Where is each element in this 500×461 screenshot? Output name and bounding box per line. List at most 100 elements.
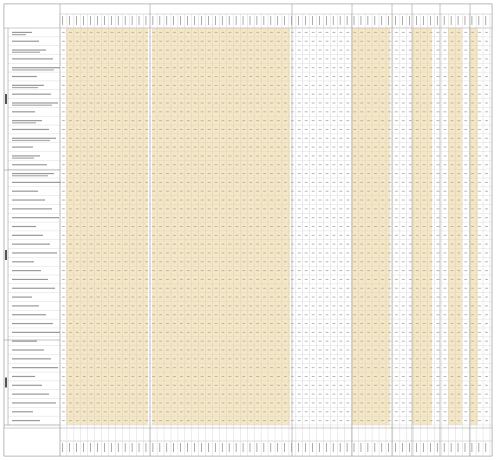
cell-value <box>96 164 100 166</box>
cell-value <box>332 296 336 298</box>
cell-value <box>200 84 204 86</box>
cell-value <box>110 384 114 386</box>
cell-value <box>325 270 329 272</box>
cell-value <box>103 190 107 192</box>
cell-value <box>62 420 65 422</box>
cell-value <box>277 270 280 272</box>
cell-value <box>193 120 197 122</box>
cell-value <box>374 58 377 60</box>
cell-value <box>131 411 135 413</box>
cell-value <box>457 84 461 86</box>
cell-value <box>374 287 377 289</box>
cell-value <box>270 411 273 413</box>
cell-value <box>103 393 107 395</box>
cell-value <box>110 181 114 183</box>
cell-value <box>394 384 398 386</box>
column-header-text <box>173 16 174 25</box>
cell-value <box>145 243 149 245</box>
cell-value <box>360 128 364 130</box>
column-footer-text <box>159 443 161 452</box>
cell-value <box>75 340 79 342</box>
cell-value <box>82 411 86 413</box>
cell-value <box>263 93 266 95</box>
cell-value <box>443 358 447 360</box>
cell-value <box>290 411 294 413</box>
cell-value <box>207 137 211 139</box>
cell-value <box>193 420 197 422</box>
cell-value <box>256 393 260 395</box>
cell-value <box>464 102 468 104</box>
cell-value <box>179 93 183 95</box>
cell-value <box>277 76 280 78</box>
cell-value <box>117 111 121 113</box>
cell-value <box>249 402 253 404</box>
cell-value <box>471 173 475 175</box>
cell-value <box>193 40 197 42</box>
row-label-text <box>12 49 46 51</box>
cell-value <box>478 393 481 395</box>
cell-value <box>360 261 364 263</box>
cell-value <box>124 375 128 377</box>
cell-value <box>478 164 481 166</box>
cell-value <box>381 102 384 104</box>
cell-value <box>360 76 364 78</box>
cell-value <box>367 296 371 298</box>
cell-value <box>464 270 468 272</box>
cell-value <box>117 278 121 280</box>
column-header-text <box>367 16 369 25</box>
cell-value <box>124 340 128 342</box>
cell-value <box>69 349 72 351</box>
cell-value <box>485 155 488 157</box>
cell-value <box>186 243 190 245</box>
cell-value <box>152 137 156 139</box>
cell-value <box>117 208 121 210</box>
cell-value <box>478 340 481 342</box>
cell-value <box>290 349 294 351</box>
cell-value <box>124 84 128 86</box>
cell-value <box>242 358 246 360</box>
cell-value <box>179 155 183 157</box>
cell-value <box>381 40 384 42</box>
cell-value <box>429 146 433 148</box>
cell-value <box>374 93 377 95</box>
cell-value <box>450 190 454 192</box>
cell-value <box>381 155 384 157</box>
cell-value <box>186 296 190 298</box>
cell-value <box>360 137 364 139</box>
cell-value <box>415 49 419 51</box>
cell-value <box>256 234 260 236</box>
cell-value <box>214 367 218 369</box>
cell-value <box>242 340 246 342</box>
cell-value <box>353 40 357 42</box>
cell-value <box>166 199 169 201</box>
cell-value <box>346 296 350 298</box>
cell-value <box>304 31 308 33</box>
cell-value <box>339 102 343 104</box>
cell-value <box>367 375 371 377</box>
cell-value <box>436 278 440 280</box>
cell-value <box>103 181 107 183</box>
cell-value <box>131 340 135 342</box>
cell-value <box>75 393 79 395</box>
cell-value <box>200 190 204 192</box>
cell-value <box>360 31 364 33</box>
cell-value <box>457 120 461 122</box>
cell-value <box>110 58 114 60</box>
cell-value <box>325 287 329 289</box>
cell-value <box>89 40 93 42</box>
row-label-text <box>12 51 40 53</box>
cell-value <box>263 49 266 51</box>
cell-value <box>381 305 384 307</box>
cell-value <box>464 296 468 298</box>
cell-value <box>249 137 253 139</box>
cell-value <box>471 199 475 201</box>
cell-value <box>457 367 461 369</box>
cell-value <box>415 173 419 175</box>
cell-value <box>332 393 336 395</box>
cell-value <box>339 270 343 272</box>
cell-value <box>394 234 398 236</box>
cell-value <box>173 323 176 325</box>
cell-value <box>394 296 398 298</box>
cell-value <box>388 199 391 201</box>
cell-value <box>207 375 211 377</box>
